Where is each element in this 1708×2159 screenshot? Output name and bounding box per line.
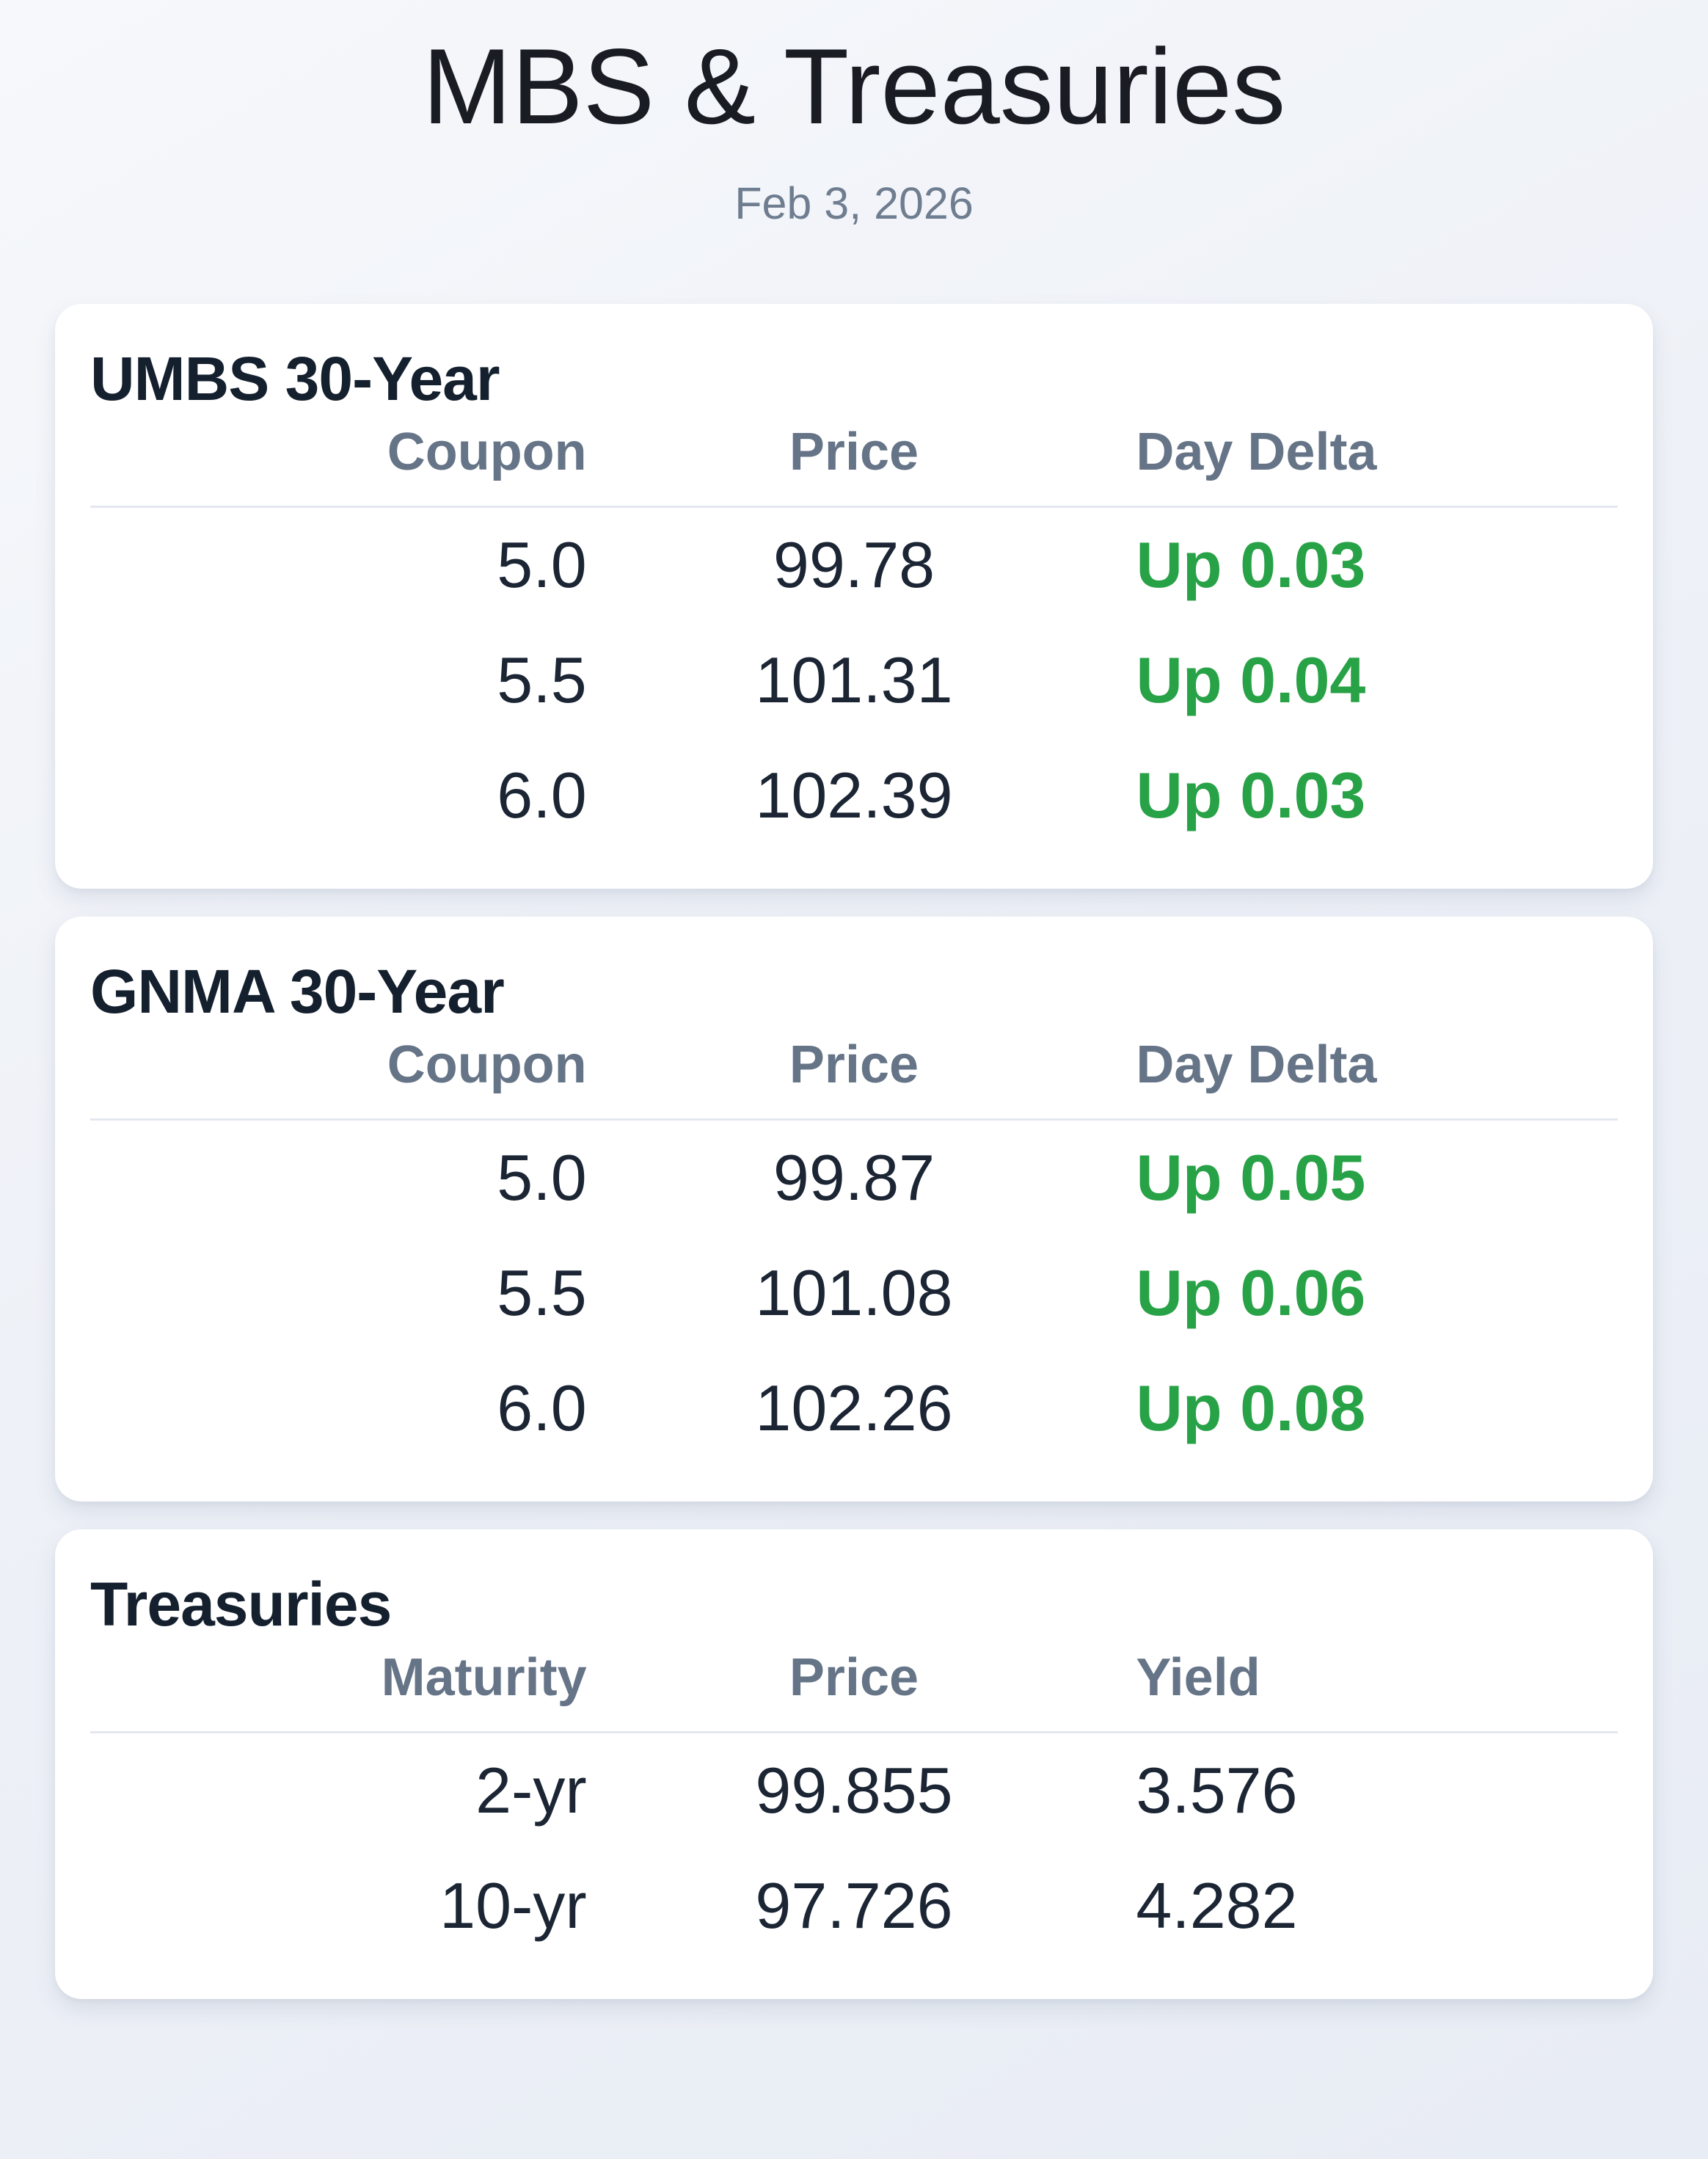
table-row: 5.5 101.08 Up 0.06	[90, 1236, 1618, 1351]
table-row: 2-yr 99.855 3.576	[90, 1733, 1618, 1849]
price-cell: 102.26	[755, 1372, 953, 1445]
coupon-cell: 5.5	[497, 644, 587, 717]
column-header-day-delta: Day Delta	[1136, 422, 1377, 481]
column-header-price: Price	[789, 1648, 919, 1707]
column-header-price: Price	[789, 422, 919, 481]
price-cell: 101.08	[755, 1256, 953, 1330]
day-delta-cell: Up 0.03	[1136, 528, 1366, 602]
page-title: MBS & Treasuries	[422, 26, 1286, 146]
price-cell: 102.39	[755, 759, 953, 832]
maturity-cell: 10-yr	[439, 1869, 587, 1942]
column-header-coupon: Coupon	[387, 422, 587, 481]
coupon-cell: 5.0	[497, 528, 587, 602]
day-delta-cell: Up 0.06	[1136, 1256, 1366, 1330]
card-title: Treasuries	[90, 1570, 392, 1639]
page-date: Feb 3, 2026	[734, 178, 974, 229]
price-cell: 97.726	[755, 1869, 953, 1942]
maturity-cell: 2-yr	[475, 1754, 587, 1827]
day-delta-cell: Up 0.03	[1136, 759, 1366, 832]
card-title: GNMA 30-Year	[90, 957, 505, 1027]
price-cell: 99.855	[755, 1754, 953, 1827]
coupon-cell: 5.5	[497, 1256, 587, 1330]
day-delta-cell: Up 0.05	[1136, 1141, 1366, 1215]
column-header-maturity: Maturity	[381, 1648, 587, 1707]
gnma-card: GNMA 30-Year Coupon Price Day Delta 5.0 …	[55, 917, 1653, 1502]
column-header-yield: Yield	[1136, 1648, 1260, 1707]
table-row: 6.0 102.26 Up 0.08	[90, 1351, 1618, 1466]
umbs-card: UMBS 30-Year Coupon Price Day Delta 5.0 …	[55, 304, 1653, 889]
day-delta-cell: Up 0.08	[1136, 1372, 1366, 1445]
cards-container: UMBS 30-Year Coupon Price Day Delta 5.0 …	[55, 304, 1653, 1999]
table-row: 5.0 99.87 Up 0.05	[90, 1120, 1618, 1236]
umbs-table: Coupon Price Day Delta 5.0 99.78 Up 0.03…	[90, 420, 1618, 853]
header-row: Coupon Price Day Delta	[90, 420, 1618, 507]
price-cell: 101.31	[755, 644, 953, 717]
table-row: 6.0 102.39 Up 0.03	[90, 738, 1618, 853]
column-header-day-delta: Day Delta	[1136, 1035, 1377, 1094]
column-header-price: Price	[789, 1035, 919, 1094]
day-delta-cell: Up 0.04	[1136, 644, 1366, 717]
yield-cell: 4.282	[1136, 1869, 1298, 1942]
column-header-coupon: Coupon	[387, 1035, 587, 1094]
treasuries-table: Maturity Price Yield 2-yr 99.855 3.576 1…	[90, 1646, 1618, 1964]
header-row: Coupon Price Day Delta	[90, 1033, 1618, 1120]
yield-cell: 3.576	[1136, 1754, 1298, 1827]
table-row: 5.0 99.78 Up 0.03	[90, 507, 1618, 623]
table-row: 5.5 101.31 Up 0.04	[90, 623, 1618, 738]
header-row: Maturity Price Yield	[90, 1646, 1618, 1733]
page: MBS & Treasuries Feb 3, 2026 UMBS 30-Yea…	[0, 22, 1708, 2159]
price-cell: 99.87	[773, 1141, 935, 1215]
coupon-cell: 5.0	[497, 1141, 587, 1215]
price-cell: 99.78	[773, 528, 935, 602]
coupon-cell: 6.0	[497, 759, 587, 832]
card-title: UMBS 30-Year	[90, 344, 500, 414]
coupon-cell: 6.0	[497, 1372, 587, 1445]
table-row: 10-yr 97.726 4.282	[90, 1849, 1618, 1964]
gnma-table: Coupon Price Day Delta 5.0 99.87 Up 0.05…	[90, 1033, 1618, 1466]
treasuries-card: Treasuries Maturity Price Yield 2-yr 99.…	[55, 1529, 1653, 1999]
